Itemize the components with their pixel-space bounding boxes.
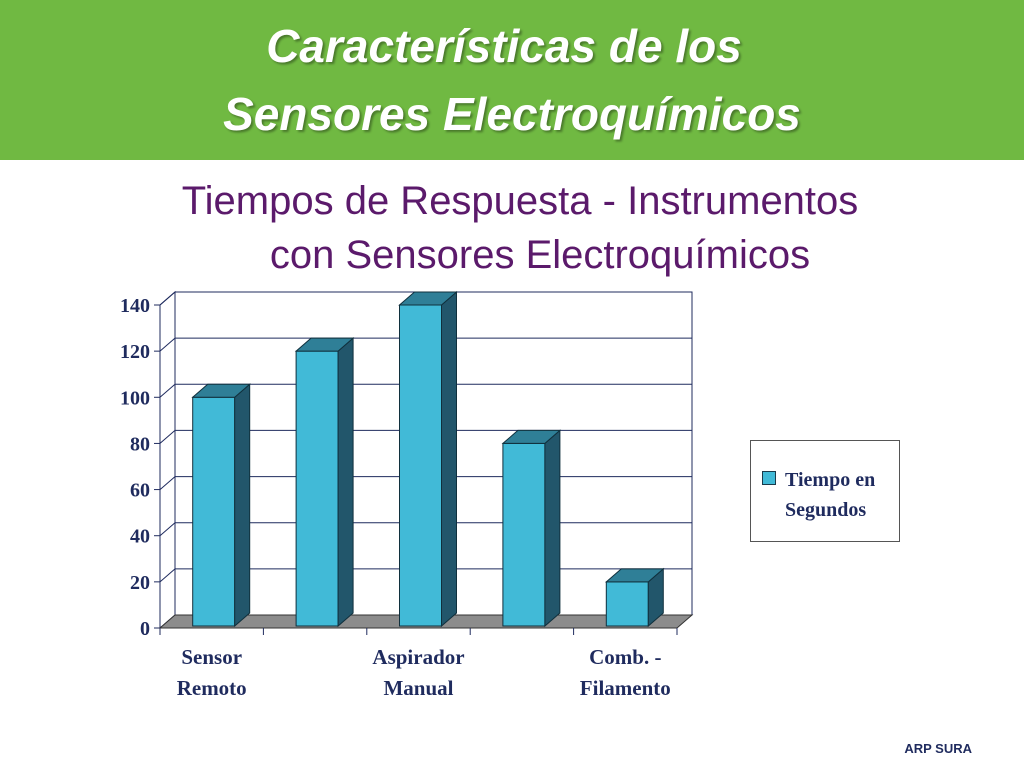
bar-side	[441, 290, 457, 628]
bar-front	[502, 442, 546, 627]
bar-front	[399, 304, 442, 627]
bar-side	[544, 429, 561, 628]
bar-side	[337, 337, 354, 628]
footer-brand: ARP SURA	[904, 741, 972, 756]
gridline-side	[159, 291, 176, 306]
legend-line-2: Segundos	[785, 499, 867, 521]
gridline-side	[159, 476, 176, 490]
y-tick-label: 20	[130, 572, 150, 594]
bar-top	[398, 291, 458, 306]
chart-legend: Tiempo en Segundos	[750, 440, 900, 542]
slide-title-line1: Características de los	[266, 20, 742, 72]
x-category-label: Sensor	[181, 645, 242, 669]
y-tick-label: 100	[120, 387, 150, 409]
bar-top	[191, 383, 252, 398]
y-tick-label: 40	[130, 526, 150, 548]
bar-front	[295, 350, 339, 627]
bar-chart: 0 20 40 60 80 100 120 140 Sensor Remoto Aspirador M…	[120, 290, 694, 700]
y-tick-label: 120	[120, 341, 150, 363]
x-category-label: Remoto	[177, 676, 247, 700]
bar-front	[605, 581, 649, 627]
legend-line-1: Tiempo en	[785, 469, 876, 491]
y-tick-label: 140	[120, 295, 150, 317]
bar-side	[234, 383, 251, 628]
gridline-side	[159, 337, 176, 352]
bar-top	[604, 568, 665, 583]
y-tick-label: 80	[130, 433, 150, 455]
bar-top	[501, 429, 562, 444]
x-category-label: Comb. -	[589, 645, 661, 669]
plot-side-wall	[159, 290, 176, 630]
title-banner: Características de los Sensores Electroq…	[0, 0, 1024, 160]
bar-top	[294, 337, 355, 352]
gridline-side	[159, 568, 176, 583]
slide-title-line2: Sensores Electroquímicos	[223, 88, 801, 140]
legend-swatch	[762, 471, 776, 485]
x-category-label: Filamento	[580, 676, 671, 700]
bar-front	[192, 396, 236, 627]
legend-label: Tiempo en Segundos	[785, 465, 900, 525]
chart-title-line1: Tiempos de Respuesta - Instrumentos	[181, 179, 859, 223]
x-category-label: Aspirador	[372, 645, 464, 669]
gridline-side	[159, 522, 176, 537]
x-category-label: Manual	[383, 676, 453, 700]
gridline-side	[159, 430, 176, 444]
chart-title-line2: con Sensores Electroquímicos	[269, 233, 811, 277]
y-tick-label: 0	[140, 618, 150, 640]
y-tick-label: 60	[130, 480, 150, 502]
gridline-side	[159, 383, 176, 398]
